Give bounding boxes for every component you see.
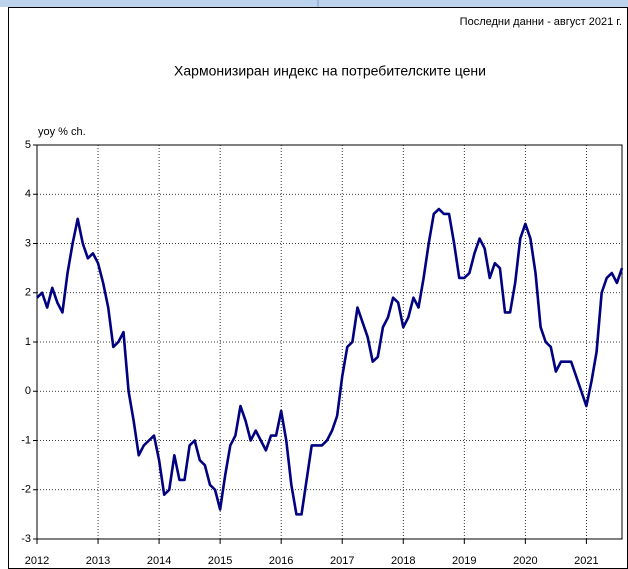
x-tick-label: 2014 (147, 555, 171, 567)
series-line (36, 207, 624, 516)
top-strip (0, 0, 628, 7)
y-tick-label: 2 (25, 287, 31, 299)
frame (8, 7, 628, 569)
y-axis-label: yoy % ch. (38, 126, 86, 138)
y-tick-label: 0 (25, 385, 31, 397)
y-tick-label: 3 (25, 237, 31, 249)
note: Последни данни - август 2021 г. (460, 16, 622, 28)
x-tick-label: 2012 (25, 555, 49, 567)
x-tick-label: 2017 (330, 555, 354, 567)
x-tick-label: 2019 (452, 555, 476, 567)
y-tick-label: -1 (21, 434, 31, 446)
x-tick-label: 2018 (391, 555, 415, 567)
chart-title: Хармонизиран индекс на потребителските ц… (174, 63, 486, 79)
y-tick-label: 1 (25, 336, 31, 348)
y-tick-label: 5 (25, 139, 31, 151)
x-tick-label: 2020 (513, 555, 537, 567)
y-tick-label: 4 (25, 188, 31, 200)
x-tick-label: 2015 (208, 555, 232, 567)
x-tick-label: 2016 (269, 555, 293, 567)
y-tick-label: -3 (21, 533, 31, 545)
x-tick-label: 2013 (86, 555, 110, 567)
x-tick-label: 2021 (574, 555, 598, 567)
plot-frame (36, 144, 623, 540)
y-tick-label: -2 (21, 484, 31, 496)
